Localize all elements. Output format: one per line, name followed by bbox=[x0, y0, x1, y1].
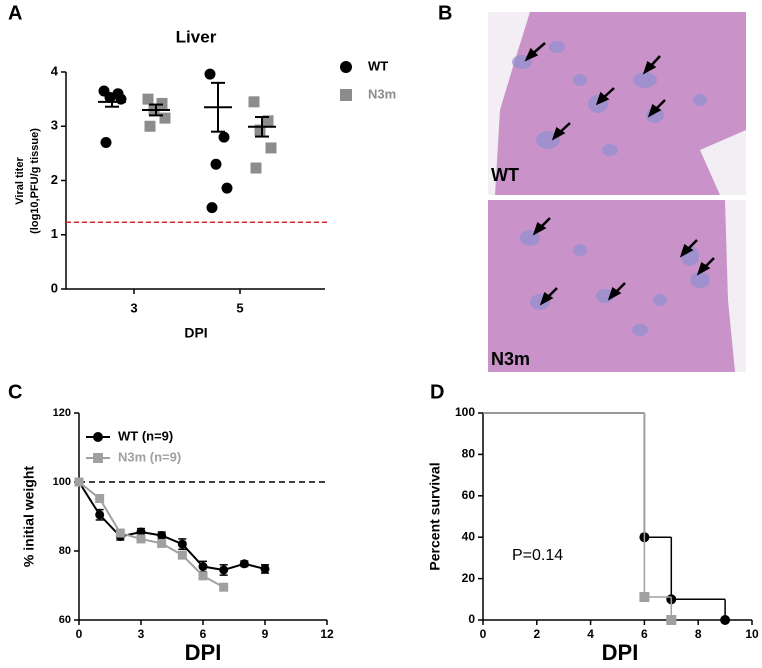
x-axis-label: DPI bbox=[184, 325, 207, 341]
marker bbox=[340, 61, 352, 73]
series-line bbox=[78, 481, 266, 571]
x-tick-label: 10 bbox=[745, 627, 759, 641]
marker bbox=[157, 530, 167, 540]
marker bbox=[198, 562, 208, 572]
marker bbox=[260, 564, 270, 574]
marker bbox=[177, 550, 187, 560]
marker bbox=[93, 432, 103, 442]
panel-letter: C bbox=[8, 381, 22, 403]
y-tick-label: 60 bbox=[462, 488, 476, 502]
marker bbox=[210, 158, 222, 170]
marker bbox=[340, 89, 352, 101]
marker bbox=[100, 137, 112, 149]
y-axis-label: Percent survival bbox=[427, 462, 443, 570]
marker bbox=[250, 162, 262, 174]
marker bbox=[136, 527, 146, 537]
x-tick-label: 12 bbox=[320, 627, 334, 641]
marker bbox=[156, 97, 168, 109]
marker bbox=[136, 534, 146, 544]
legend-label: N3m (n=9) bbox=[118, 449, 181, 464]
x-tick-label: 8 bbox=[695, 627, 702, 641]
micrograph-n3m bbox=[488, 200, 746, 372]
marker bbox=[239, 559, 249, 569]
legend-label: WT bbox=[368, 58, 388, 73]
marker bbox=[206, 202, 218, 214]
marker bbox=[639, 592, 650, 603]
marker bbox=[219, 582, 229, 592]
marker bbox=[115, 528, 125, 538]
y-axis-label: % initial weight bbox=[21, 466, 37, 567]
y-tick-label: 0 bbox=[51, 280, 58, 295]
y-tick-label: 120 bbox=[53, 407, 71, 419]
marker bbox=[93, 453, 103, 463]
marker bbox=[219, 565, 229, 575]
y-tick-label: 3 bbox=[51, 118, 58, 133]
annotation: P=0.14 bbox=[512, 547, 563, 564]
y-tick-label: 80 bbox=[462, 447, 476, 461]
marker bbox=[144, 120, 156, 132]
marker bbox=[218, 131, 230, 143]
marker bbox=[204, 68, 216, 80]
x-axis-label: DPI bbox=[185, 640, 222, 665]
marker bbox=[115, 93, 127, 105]
micrograph-wt bbox=[488, 12, 746, 195]
legend-label: N3m bbox=[368, 86, 396, 101]
y-tick-label: 4 bbox=[51, 63, 59, 78]
marker bbox=[720, 615, 731, 625]
x-tick-label: 3 bbox=[130, 300, 137, 315]
y-axis-label: (log10,PFU/g tissue) bbox=[29, 128, 41, 234]
y-tick-label: 1 bbox=[51, 226, 58, 241]
marker bbox=[159, 112, 171, 124]
y-tick-label: 20 bbox=[462, 571, 476, 585]
x-tick-label: 3 bbox=[138, 627, 145, 641]
marker bbox=[95, 510, 105, 520]
x-tick-label: 6 bbox=[200, 627, 207, 641]
image-label: WT bbox=[491, 165, 519, 185]
marker bbox=[177, 539, 187, 549]
y-tick-label: 100 bbox=[455, 405, 475, 419]
y-tick-label: 40 bbox=[462, 529, 476, 543]
y-tick-label: 60 bbox=[59, 614, 71, 626]
x-tick-label: 6 bbox=[641, 627, 648, 641]
marker bbox=[265, 142, 277, 154]
marker bbox=[248, 96, 260, 108]
marker bbox=[221, 182, 233, 194]
x-tick-label: 2 bbox=[533, 627, 540, 641]
y-tick-label: 80 bbox=[59, 545, 71, 557]
panel-letter: A bbox=[8, 2, 22, 24]
chart-title: Liver bbox=[176, 27, 217, 46]
marker bbox=[262, 115, 274, 127]
marker bbox=[254, 124, 266, 136]
x-tick-label: 0 bbox=[480, 627, 487, 641]
x-tick-label: 0 bbox=[76, 627, 83, 641]
y-tick-label: 0 bbox=[468, 612, 475, 626]
marker bbox=[142, 93, 154, 105]
marker bbox=[74, 477, 84, 487]
panel-letter: D bbox=[430, 381, 444, 403]
marker bbox=[198, 571, 208, 581]
x-axis-label: DPI bbox=[602, 640, 639, 665]
arrows bbox=[524, 42, 715, 306]
panel-letter: B bbox=[438, 2, 452, 24]
image-label: N3m bbox=[491, 349, 530, 369]
x-tick-label: 5 bbox=[236, 300, 243, 315]
marker bbox=[666, 615, 677, 625]
legend-label: WT (n=9) bbox=[118, 428, 173, 443]
y-axis-label: Viral titer bbox=[14, 157, 26, 205]
marker bbox=[157, 538, 167, 548]
marker bbox=[95, 494, 105, 504]
y-tick-label: 100 bbox=[53, 476, 71, 488]
x-tick-label: 4 bbox=[587, 627, 594, 641]
x-tick-label: 9 bbox=[262, 627, 269, 641]
y-tick-label: 2 bbox=[51, 172, 58, 187]
